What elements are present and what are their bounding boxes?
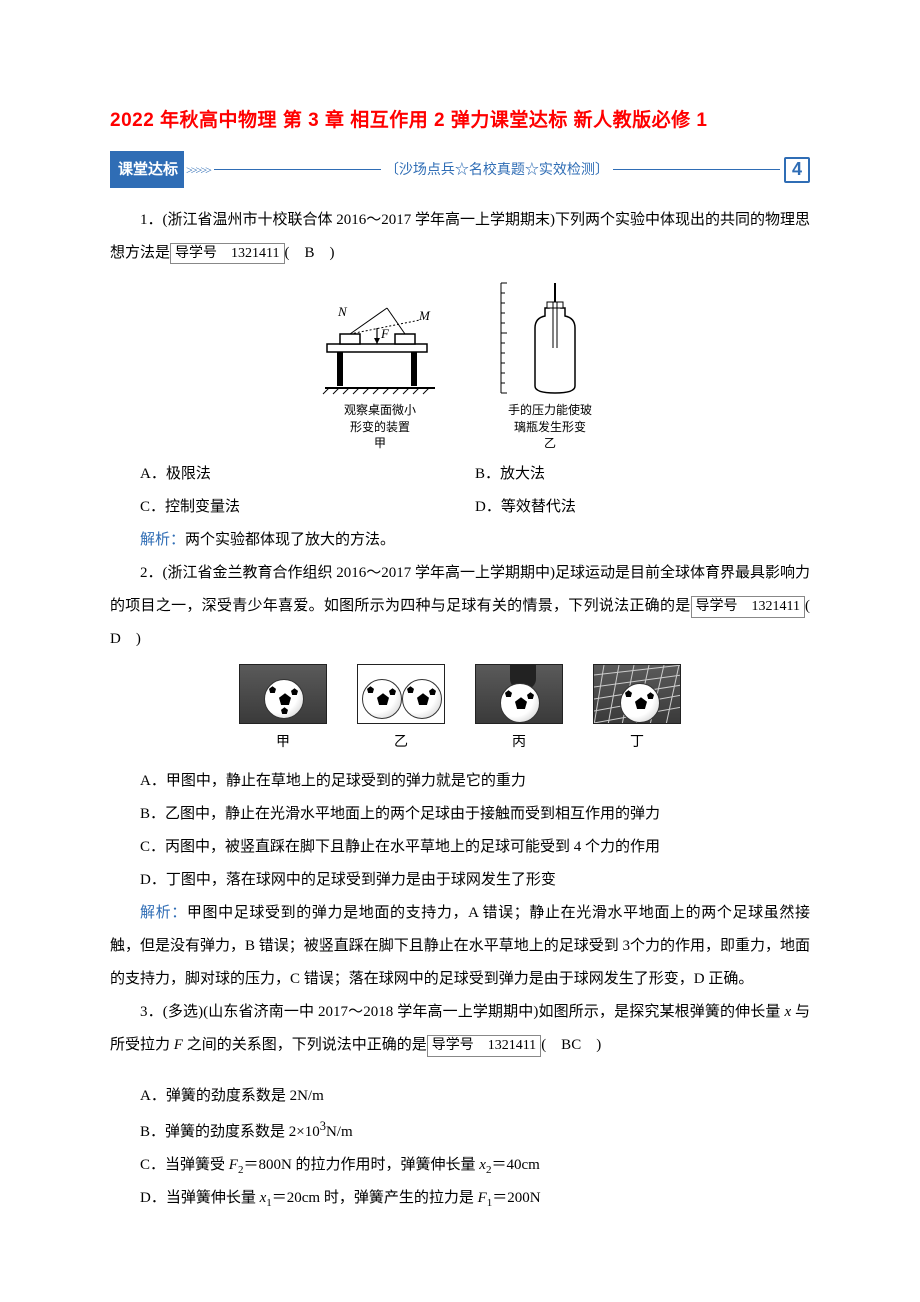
q1-answer: ( B ): [285, 245, 335, 261]
q3-guide-tag: 导学号 1321411: [427, 1035, 541, 1057]
q3-answer: ( BC ): [541, 1037, 601, 1053]
banner-arrows: >>>>>: [186, 157, 210, 183]
q2-figure: 甲 乙 丙: [110, 664, 810, 759]
q3-opt-d: D．当弹簧伸长量 x1＝20cm 时，弹簧产生的拉力是 F1＝200N: [110, 1182, 810, 1215]
q3-optc-f2: F: [229, 1157, 238, 1173]
q3-optd-post: ＝200N: [492, 1190, 540, 1206]
q3-optc-mid: ＝800N 的拉力作用时，弹簧伸长量: [243, 1157, 479, 1173]
q3-optc-x2: x: [479, 1157, 486, 1173]
q2-opt-a: A．甲图中，静止在草地上的足球受到的弹力就是它的重力: [110, 765, 810, 798]
q1-opt-d: D．等效替代法: [475, 491, 810, 524]
q1-opt-c: C．控制变量法: [140, 491, 475, 524]
svg-text:N: N: [337, 304, 348, 319]
q2-label-d: 丁: [630, 728, 644, 759]
q3-opt-a: A．弹簧的劲度系数是 2N/m: [110, 1080, 810, 1113]
spacer: [110, 1062, 810, 1080]
q3-opt-b: B．弹簧的劲度系数是 2×103N/m: [110, 1113, 810, 1149]
q1-jiexi-label: 解析：: [140, 532, 185, 548]
q3-var-f: F: [174, 1037, 183, 1053]
q2-opt-c: C．丙图中，被竖直踩在脚下且静止在水平草地上的足球可能受到 4 个力的作用: [110, 831, 810, 864]
q3-stem-post: 之间的关系图，下列说法中正确的是: [183, 1037, 427, 1053]
svg-text:F: F: [380, 326, 390, 341]
q1-caption-left: 观察桌面微小 形变的装置 甲: [344, 402, 416, 452]
q3-opt-c: C．当弹簧受 F2＝800N 的拉力作用时，弹簧伸长量 x2＝40cm: [110, 1149, 810, 1182]
q1-caption-right: 手的压力能使玻 璃瓶发生形变 乙: [508, 402, 592, 452]
q3-optb-post: N/m: [326, 1124, 353, 1140]
q1-exp-left: N M F 观察桌面微小 形变的装置 甲: [315, 298, 445, 452]
page-title: 2022 年秋高中物理 第 3 章 相互作用 2 弹力课堂达标 新人教版必修 1: [110, 100, 810, 142]
svg-text:M: M: [418, 308, 431, 323]
q2-img-a: 甲: [239, 664, 327, 759]
q2-label-b: 乙: [394, 728, 408, 759]
q1-options-ab: A．极限法 B．放大法: [140, 458, 810, 491]
q2-jiexi-text: 甲图中足球受到的弹力是地面的支持力，A 错误；静止在光滑水平地面上的两个足球虽然…: [110, 905, 810, 987]
q2-jiexi-label: 解析：: [140, 905, 187, 921]
q3-optb-pre: B．弹簧的劲度系数是 2×10: [140, 1124, 320, 1140]
q2-img-c: 丙: [475, 664, 563, 759]
q2-guide-tag: 导学号 1321411: [691, 596, 805, 618]
q1-figure: N M F 观察桌面微小 形变的装置 甲: [110, 278, 810, 452]
banner-left: 课堂达标: [110, 151, 184, 188]
q1-stem: 1．(浙江省温州市十校联合体 2016～2017 学年高一上学期期末)下列两个实…: [110, 204, 810, 270]
q2-img-d: 丁: [593, 664, 681, 759]
q2-label-a: 甲: [276, 728, 290, 759]
q1-opt-b: B．放大法: [475, 458, 810, 491]
q3-stem: 3．(多选)(山东省济南一中 2017～2018 学年高一上学期期中)如图所示，…: [110, 996, 810, 1062]
q3-optd-f1: F: [478, 1190, 487, 1206]
q3-optc-post: ＝40cm: [491, 1157, 539, 1173]
q1-exp-right: 手的压力能使玻 璃瓶发生形变 乙: [495, 278, 605, 452]
section-banner: 课堂达标 >>>>> 〔沙场点兵☆名校真题☆实效检测〕 4: [110, 156, 810, 184]
q1-opt-a: A．极限法: [140, 458, 475, 491]
q2-explain: 解析：甲图中足球受到的弹力是地面的支持力，A 错误；静止在光滑水平地面上的两个足…: [110, 897, 810, 996]
banner-line-left: [214, 169, 381, 170]
q1-guide-tag: 导学号 1321411: [170, 243, 284, 265]
q2-opt-b: B．乙图中，静止在光滑水平地面上的两个足球由于接触而受到相互作用的弹力: [110, 798, 810, 831]
q2-img-b: 乙: [357, 664, 445, 759]
q3-stem-pre: 3．(多选)(山东省济南一中 2017～2018 学年高一上学期期中)如图所示，…: [140, 1004, 784, 1020]
banner-number: 4: [784, 157, 810, 183]
q1-options-cd: C．控制变量法 D．等效替代法: [140, 491, 810, 524]
q3-optd-mid: ＝20cm 时，弹簧产生的拉力是: [272, 1190, 478, 1206]
q3-optd-pre: D．当弹簧伸长量: [140, 1190, 260, 1206]
banner-line-right: [613, 169, 780, 170]
q2-stem: 2．(浙江省金兰教育合作组织 2016～2017 学年高一上学期期中)足球运动是…: [110, 557, 810, 656]
banner-mid: 〔沙场点兵☆名校真题☆实效检测〕: [385, 154, 609, 185]
q2-opt-d: D．丁图中，落在球网中的足球受到弹力是由于球网发生了形变: [110, 864, 810, 897]
q2-label-c: 丙: [512, 728, 526, 759]
q1-explain: 解析：两个实验都体现了放大的方法。: [110, 524, 810, 557]
q1-jiexi-text: 两个实验都体现了放大的方法。: [185, 532, 395, 548]
q3-optc-pre: C．当弹簧受: [140, 1157, 229, 1173]
